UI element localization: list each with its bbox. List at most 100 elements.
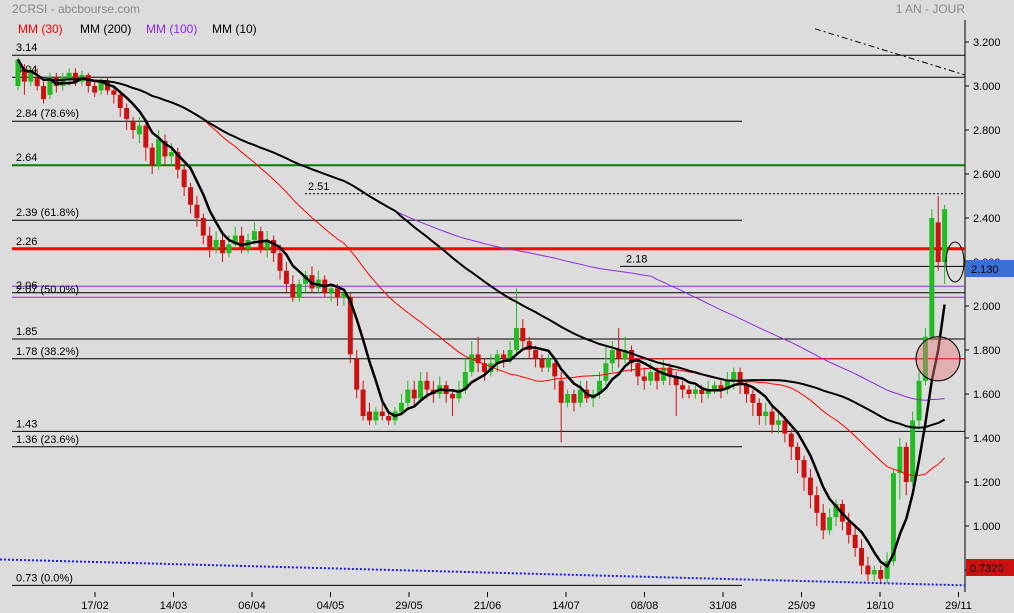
level-label: 2.51	[308, 181, 329, 193]
candle-body	[207, 235, 213, 249]
candle-body	[143, 125, 149, 148]
chart-period: 1 AN - JOUR	[896, 2, 966, 16]
candle-body	[60, 77, 66, 86]
x-tick-label: 29/05	[395, 600, 423, 612]
candle-body	[699, 389, 705, 394]
candle-body	[609, 350, 615, 364]
candle-body	[271, 240, 277, 254]
candle-body	[111, 90, 117, 95]
candle-body	[398, 402, 404, 412]
candle-body	[565, 394, 571, 403]
candle-body	[277, 253, 283, 271]
candle-body	[641, 376, 647, 381]
candle-body	[194, 204, 200, 218]
candle-body	[686, 389, 692, 394]
candle-body	[597, 380, 603, 394]
candle-body	[763, 411, 769, 416]
y-tick-label: 3.200	[973, 37, 1001, 49]
candle-body	[136, 125, 142, 135]
candle-body	[475, 354, 481, 364]
level-label: 2.07 (50.0%)	[16, 284, 79, 296]
candle-body	[66, 72, 72, 80]
candle-body	[929, 218, 935, 337]
candle-body	[616, 350, 622, 359]
candle-body	[354, 358, 360, 390]
candle-body	[226, 244, 232, 254]
candle-body	[552, 363, 558, 377]
x-tick-label: 14/03	[160, 600, 188, 612]
y-tick-label: 3.000	[973, 81, 1001, 93]
candle-body	[897, 446, 903, 474]
candle-body	[73, 72, 79, 82]
candle-body	[558, 380, 564, 403]
x-tick-label: 31/08	[709, 600, 737, 612]
candle-body	[750, 394, 756, 403]
candle-body	[507, 350, 513, 359]
candle-body	[47, 77, 53, 95]
x-tick-label: 29/11	[945, 600, 972, 612]
candle-body	[181, 169, 187, 188]
candle-body	[283, 270, 289, 284]
y-tick-label: 1.400	[973, 433, 1001, 445]
candle-body	[737, 372, 743, 386]
candle-body	[795, 446, 801, 460]
candle-body	[373, 411, 379, 421]
candle-body	[347, 297, 353, 355]
candle-body	[200, 218, 206, 236]
candle-body	[92, 86, 98, 93]
support-trendline	[0, 558, 966, 587]
candle-body	[814, 495, 820, 513]
candle-body	[104, 81, 110, 91]
candle-body	[667, 367, 673, 377]
level-label: 3.14	[16, 42, 37, 54]
candle-body	[622, 350, 628, 359]
resistance-trendline	[814, 28, 966, 76]
candle-body	[731, 372, 737, 381]
candle-body	[788, 433, 794, 447]
ma200-line	[17, 59, 946, 429]
moving-averages	[0, 28, 966, 587]
candle-body	[264, 240, 270, 249]
candle-body	[219, 240, 225, 254]
candle-body	[545, 358, 551, 368]
candle-body	[935, 222, 941, 262]
candle-body	[335, 288, 341, 298]
candle-body	[648, 372, 654, 381]
x-tick-label: 18/10	[866, 600, 894, 612]
candle-body	[526, 341, 532, 350]
candle-body	[884, 561, 890, 579]
candle-body	[903, 446, 909, 482]
candle-body	[833, 504, 839, 518]
candle-body	[149, 147, 155, 166]
candle-body	[724, 380, 730, 390]
date-axis: 17/02 14/03 06/04 04/05 29/05 21/06 14/07 08/08…	[81, 592, 972, 612]
x-tick-label: 08/08	[631, 600, 659, 612]
x-tick-label: 06/04	[238, 600, 266, 612]
candle-body	[859, 548, 865, 566]
candle-body	[571, 394, 577, 403]
candle-body	[890, 473, 896, 562]
candle-body	[366, 411, 372, 421]
x-tick-label: 21/06	[474, 600, 502, 612]
level-label: 2.39 (61.8%)	[16, 207, 79, 219]
candle-body	[769, 411, 775, 425]
candle-body	[680, 385, 686, 390]
level-label: 1.36 (23.6%)	[16, 434, 79, 446]
candle-body	[239, 235, 245, 249]
candle-body	[852, 534, 858, 548]
y-tick-label: 2.600	[973, 169, 1001, 181]
level-label: 1.43	[16, 418, 37, 430]
candle-body	[232, 235, 238, 245]
legend-mm100: MM (100)	[146, 22, 197, 36]
candle-body	[539, 358, 545, 368]
candle-body	[469, 354, 475, 372]
level-label: 2.84 (78.6%)	[16, 108, 79, 120]
candle-body	[424, 380, 430, 390]
candle-body	[175, 152, 181, 170]
ma10-line	[16, 58, 946, 569]
candle-body	[124, 108, 130, 119]
candle-body	[744, 385, 750, 394]
candle-body	[258, 231, 264, 249]
candle-body	[756, 402, 762, 416]
